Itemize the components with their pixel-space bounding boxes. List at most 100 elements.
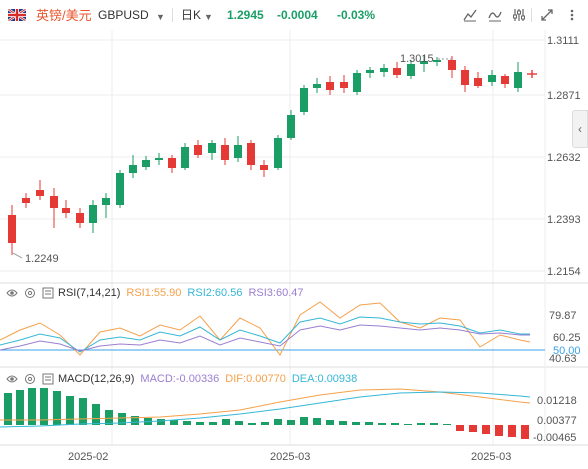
toolbar-divider [172, 8, 173, 22]
macd-bar [92, 404, 100, 425]
candle-body [142, 160, 150, 167]
candle-body [353, 73, 361, 92]
candle-body [420, 61, 428, 64]
macd-bar [313, 418, 321, 425]
eye-icon[interactable] [6, 287, 18, 299]
low-marker-line [12, 252, 23, 259]
macd-bar [118, 413, 126, 425]
price-axis-label: 1.2154 [547, 266, 581, 278]
chevron-down-icon[interactable]: ▼ [204, 12, 213, 22]
candle-body [461, 70, 469, 85]
rsi2-line [0, 316, 530, 353]
candle-body [181, 147, 189, 168]
macd-bar [404, 424, 412, 425]
macd-bar [157, 419, 165, 425]
candle-body [448, 60, 456, 70]
macd-bar [170, 420, 178, 425]
candle-body [208, 143, 216, 153]
dif-value: DIF:0.00770 [225, 373, 286, 385]
candle-body [514, 72, 522, 88]
settings-icon[interactable] [512, 8, 526, 22]
macd-bar [105, 410, 113, 425]
indicator-box-icon[interactable] [42, 373, 54, 385]
macd-bar [261, 422, 269, 425]
candle-body [366, 70, 374, 73]
gear-icon[interactable] [24, 373, 36, 385]
candle-body [22, 198, 30, 203]
rsi-axis-label: 50.00 [553, 345, 581, 357]
toolbar-divider [531, 8, 532, 22]
candle-body [168, 158, 176, 168]
candle-body [234, 145, 242, 158]
macd-bar [196, 422, 204, 425]
more-icon[interactable] [565, 8, 579, 22]
price-axis-label: 1.2871 [547, 90, 581, 102]
dea-line [0, 391, 531, 428]
price-change: -0.0004 [277, 8, 318, 22]
indicator-box-icon[interactable] [42, 287, 54, 299]
rsi-legend: RSI(7,14,21) RSI1:55.90 RSI2:60.56 RSI3:… [6, 287, 310, 299]
candle-body [194, 145, 202, 155]
price-axis-label: 1.2393 [547, 214, 581, 226]
eye-icon[interactable] [6, 373, 18, 385]
macd-bar [16, 390, 24, 425]
high-label: 1.3015 [400, 53, 434, 65]
price-change-percent: -0.03% [337, 8, 376, 22]
macd-bar [521, 425, 529, 439]
chart-type-icon[interactable] [463, 8, 477, 22]
rsi-axis-label: 40.63 [549, 353, 577, 365]
candle-body [221, 145, 229, 160]
fullscreen-icon[interactable] [540, 8, 554, 22]
macd-bar [391, 423, 399, 425]
rsi1-line [0, 301, 531, 356]
macd-bar [79, 398, 87, 425]
macd-bar [66, 396, 74, 425]
chevron-left-icon: ‹ [578, 122, 582, 136]
candle-body [300, 88, 308, 112]
candle-body [8, 215, 16, 243]
date-axis-label: 2025-03 [270, 451, 310, 463]
candle-body [287, 115, 295, 138]
rsi-axis-label: 60.25 [553, 332, 581, 344]
macd-bar [300, 417, 308, 425]
last-price: 1.2945 [227, 8, 264, 22]
macd-title: MACD(12,26,9) [58, 373, 135, 385]
pair-name: 英镑/美元 [36, 8, 92, 23]
rsi3-value: RSI3:60.47 [248, 287, 304, 299]
macd-bar [456, 425, 464, 431]
rsi-title: RSI(7,14,21) [58, 287, 121, 299]
uk-flag-icon [8, 9, 26, 21]
candle-body [50, 196, 58, 208]
dif-line [0, 388, 531, 421]
candle-body [129, 165, 137, 173]
macd-bar [131, 416, 139, 425]
price-axis-label: 1.2632 [547, 152, 581, 164]
grid [0, 30, 545, 445]
macd-bar [28, 388, 36, 425]
candle-body [76, 213, 84, 223]
symbol-selector[interactable]: GBPUSD [98, 8, 149, 22]
candle-body [116, 173, 124, 205]
macd-bar [183, 421, 191, 425]
rsi1-value: RSI1:55.90 [126, 287, 182, 299]
candle-body [474, 78, 482, 86]
gear-icon[interactable] [24, 287, 36, 299]
chevron-down-icon[interactable]: ▼ [156, 12, 165, 22]
macd-histogram [4, 388, 529, 439]
date-axis-label: 2025-03 [471, 451, 511, 463]
macd-bar [378, 423, 386, 425]
period-selector[interactable]: 日K [181, 8, 202, 22]
rsi2-value: RSI2:60.56 [187, 287, 243, 299]
price-axis-label: 1.3111 [547, 35, 579, 47]
candle-body [36, 190, 44, 196]
rsi-axis-label: 79.87 [549, 310, 577, 322]
macd-bar [469, 425, 477, 432]
indicator-icon[interactable] [488, 8, 502, 22]
candle-body [274, 138, 282, 168]
macd-axis-label: 0.01218 [537, 395, 577, 407]
macd-bar [248, 423, 256, 425]
collapse-panel-button[interactable]: ‹ [572, 110, 588, 148]
candle-body [433, 60, 441, 62]
candle-body [89, 205, 97, 223]
